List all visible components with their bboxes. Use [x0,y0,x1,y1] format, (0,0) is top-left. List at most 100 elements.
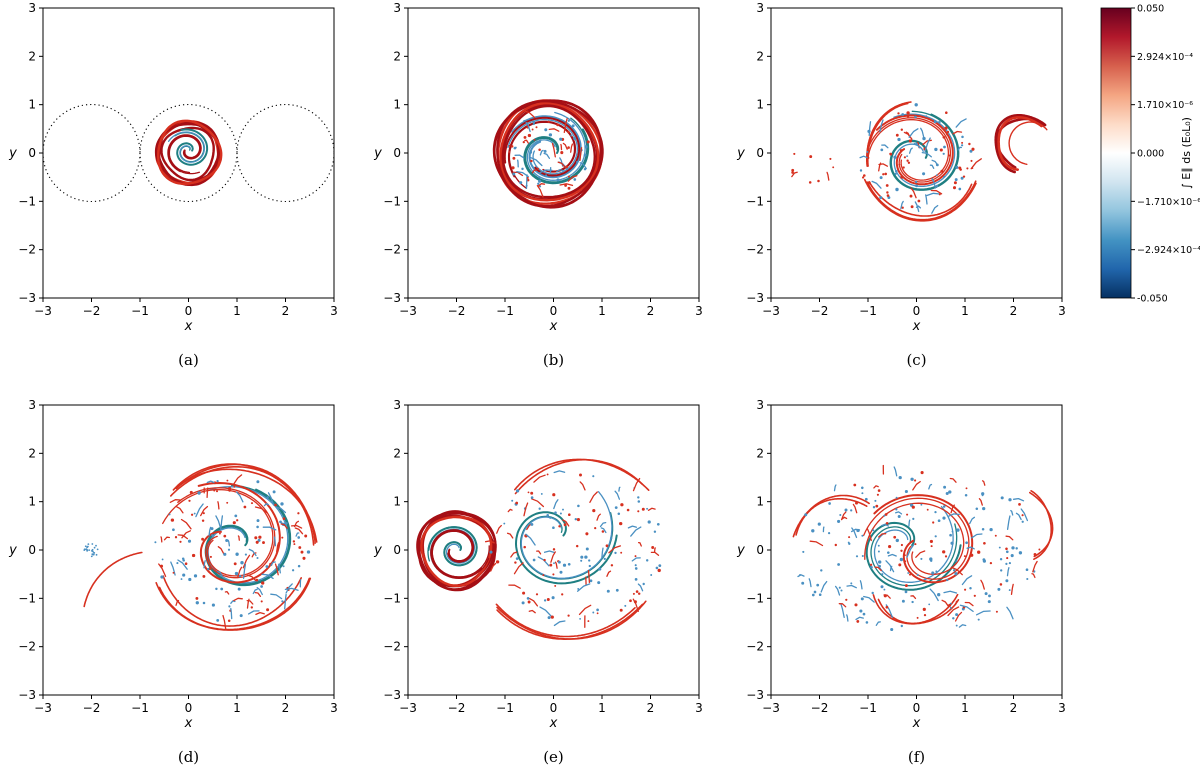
field-point [292,540,296,543]
field-point [526,597,530,600]
field-segment [929,164,935,169]
field-point [588,559,591,562]
field-point [893,155,897,159]
field-point [285,522,288,525]
field-segment [215,515,222,530]
field-point [91,543,94,545]
field-point [281,600,284,603]
field-point [960,176,964,180]
field-segment [1031,573,1036,579]
field-line [865,521,962,591]
field-segment [275,506,287,514]
field-point [92,550,94,553]
guide-circle [139,103,238,203]
field-point [916,616,919,619]
field-point [585,532,589,536]
field-segment [797,574,805,578]
field-point [859,609,863,613]
field-point [933,120,937,124]
field-point [527,133,532,138]
field-segment [516,171,529,178]
field-point [573,178,577,181]
field-line [511,115,582,178]
field-segment [206,480,215,484]
field-point [202,601,206,605]
field-point [942,135,946,139]
field-point [522,140,525,144]
x-tick-label: 3 [1058,304,1066,318]
field-point [867,144,870,147]
field-point [514,561,517,564]
field-point [531,128,534,131]
field-segment [216,570,224,577]
field-point [489,550,493,554]
field-point [256,519,260,523]
y-tick-label: −1 [746,591,764,605]
field-point [209,555,212,558]
field-point [942,550,946,554]
field-point [955,624,958,627]
colorbar-tick-label: 2.924×10⁻⁴ [1137,52,1193,63]
field-line [519,512,614,580]
field-segment [846,614,849,622]
field-segment [1020,508,1029,522]
field-point [922,607,926,611]
field-segment [280,523,288,529]
field-line [499,101,600,202]
field-segment [252,588,258,595]
field-point [274,503,277,507]
field-point [854,603,858,607]
field-segment [513,562,524,575]
field-point [523,135,527,139]
x-tick-label: 2 [647,701,655,715]
field-segment [808,578,812,588]
field-point [195,596,199,600]
field-point [190,513,194,516]
field-segment [930,189,943,195]
field-segment [880,523,890,527]
field-point [91,548,94,551]
field-segment [947,513,960,517]
field-segment [954,611,963,622]
field-line [872,594,960,625]
field-point [1015,547,1018,550]
field-segment [270,593,283,600]
field-point [915,184,918,188]
field-segment [889,565,893,572]
field-point [172,528,175,532]
field-line [420,515,493,588]
field-point [615,588,619,592]
field-point [564,184,567,187]
field-point [83,549,86,552]
x-tick-label: 3 [1058,701,1066,715]
x-tick-label: 0 [913,701,921,715]
field-point [536,167,539,170]
plot-area [791,101,1048,222]
x-tick-label: −3 [399,701,417,715]
field-point [567,614,570,617]
field-point [90,555,93,558]
field-segment [274,563,279,576]
field-line [501,103,599,201]
panel-caption: (d) [178,748,199,766]
field-point [512,172,516,176]
field-segment [548,128,560,132]
field-point [945,491,949,496]
field-segment [978,498,983,506]
field-point [530,159,533,163]
field-point [958,187,962,191]
field-segment [525,533,536,546]
field-point [557,560,561,564]
field-line [520,491,613,579]
field-point [235,552,239,556]
field-segment [601,547,604,560]
field-point [256,480,260,484]
field-segment [529,156,543,167]
field-point [982,506,986,511]
field-point [955,560,958,563]
field-point [895,508,898,511]
field-point [922,136,926,141]
field-point [297,536,301,539]
field-point [577,587,580,590]
field-point [829,157,832,160]
